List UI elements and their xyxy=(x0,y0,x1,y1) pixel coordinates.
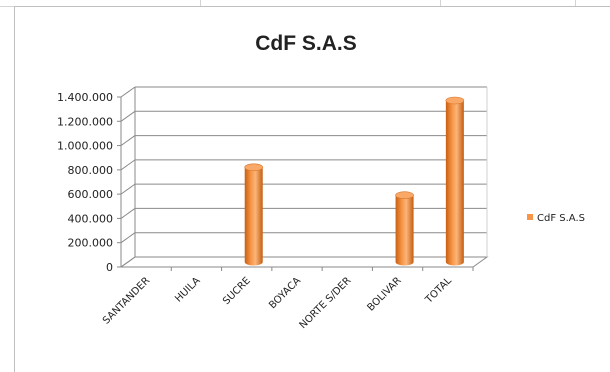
y-tick-label: 0 xyxy=(106,261,113,274)
bar xyxy=(445,96,465,266)
gridline-side xyxy=(120,183,136,195)
x-category-label: TOTAL xyxy=(423,275,454,306)
y-axis-tick-labels: 0 200.000 400.000 600.000 800.000 1.000.000 1.… xyxy=(57,91,113,274)
y-tick-label: 1.000.000 xyxy=(57,140,113,153)
gridline-side xyxy=(120,135,136,146)
y-tick-label: 600.000 xyxy=(68,188,114,201)
y-tick-label: 200.000 xyxy=(68,237,114,250)
chart-canvas: CdF S.A.S 0 200.000 400.000 600.000 800.000 1… xyxy=(57,32,585,331)
x-category-label: BOYACA xyxy=(267,275,303,311)
x-category-label: HUILA xyxy=(173,275,202,304)
bar-top xyxy=(244,163,264,172)
x-category-label: NORTE S/DER xyxy=(298,275,354,331)
bar-body xyxy=(445,100,464,266)
y-tick-label: 1.400.000 xyxy=(57,91,113,104)
chart-title: CdF S.A.S xyxy=(255,32,357,55)
bars-layer xyxy=(244,96,465,266)
legend[interactable]: CdF S.A.S xyxy=(527,213,585,224)
legend-label: CdF S.A.S xyxy=(537,213,585,224)
grid-layer xyxy=(117,86,489,271)
gridline-side xyxy=(120,110,136,122)
y-tick-label: 1.200.000 xyxy=(57,115,113,128)
gridline-side xyxy=(120,159,136,171)
x-category-label: SANTANDER xyxy=(101,275,152,326)
chart-floor xyxy=(119,256,489,268)
bar-body xyxy=(244,167,263,266)
bar-body xyxy=(395,195,414,266)
bar xyxy=(395,191,414,266)
gridline-side xyxy=(120,232,136,244)
gridline-side xyxy=(120,86,136,98)
x-category-label: BOLIVAR xyxy=(365,275,403,313)
y-tick-label: 400.000 xyxy=(68,212,114,225)
bar xyxy=(244,163,264,266)
bar-top xyxy=(445,96,465,105)
y-tick-label: 800.000 xyxy=(68,164,114,177)
bar-top xyxy=(395,191,414,200)
gridline-side xyxy=(120,208,136,219)
chart-area[interactable]: CdF S.A.S 0 200.000 400.000 600.000 800.000 1… xyxy=(14,6,610,372)
legend-swatch xyxy=(527,214,533,220)
x-category-label: SUCRE xyxy=(221,275,253,307)
